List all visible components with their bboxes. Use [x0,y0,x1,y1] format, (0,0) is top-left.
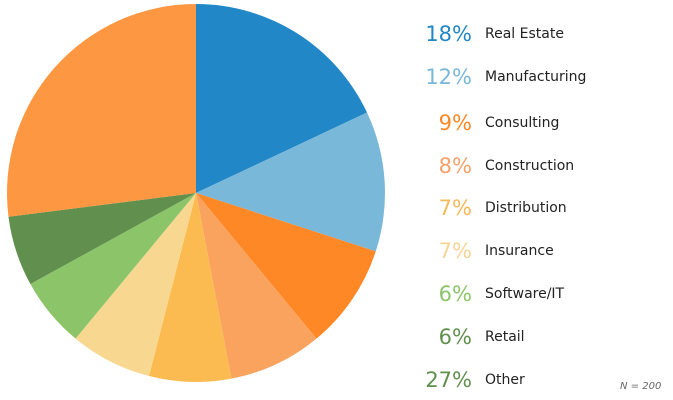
legend-percent: 6% [438,325,472,349]
pie-slice-other [6,4,196,217]
pie-chart [6,4,385,382]
legend-item-real-estate: 18% Real Estate [410,14,564,54]
legend-label: Insurance [485,243,554,259]
legend-label: Software/IT [485,286,565,302]
legend-percent: 12% [425,65,472,89]
pie-slice-manufacturing [196,112,385,252]
legend-percent: 6% [438,282,472,306]
legend-label: Other [485,372,525,388]
legend-label: Manufacturing [485,69,587,85]
pie-slice-software-it [30,193,196,339]
legend-item-insurance: 7% Insurance [410,231,554,271]
legend-item-other: 27% Other [410,360,525,400]
legend-item-consulting: 9% Consulting [410,103,560,143]
legend-label: Construction [485,158,575,174]
legend-label: Distribution [485,200,567,216]
legend-percent: 27% [425,368,472,392]
sample-size-note: N = 200 [620,381,662,392]
pie-slice-construction [196,193,317,379]
legend-percent: 18% [425,22,472,46]
pie-slice-real-estate [196,4,368,193]
pie-slice-insurance [75,193,196,377]
legend-item-manufacturing: 12% Manufacturing [410,57,586,97]
legend-item-software-it: 6% Software/IT [410,274,564,314]
pie-slice-distribution [149,193,232,382]
pie-slice-retail [8,193,196,285]
legend-item-retail: 6% Retail [410,317,525,357]
legend-label: Retail [485,329,525,345]
legend-label: Real Estate [485,26,564,42]
legend-percent: 9% [438,111,472,135]
pie-slice-consulting [196,193,376,339]
legend-percent: 7% [438,196,472,220]
legend-item-construction: 8% Construction [410,146,574,186]
legend-percent: 7% [438,239,472,263]
legend-item-distribution: 7% Distribution [410,188,567,228]
legend-label: Consulting [485,115,560,131]
legend-percent: 8% [438,154,472,178]
